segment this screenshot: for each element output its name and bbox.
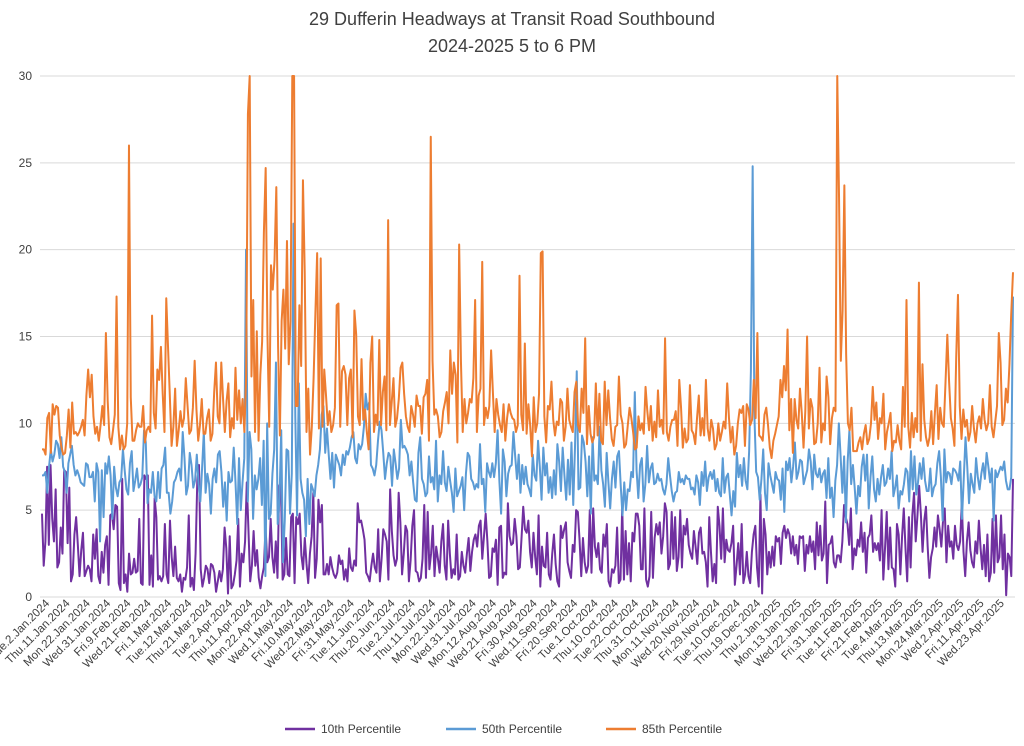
series-line-10th-percentile: [41, 464, 1014, 597]
y-axis-ticks: 0 5 10 15 20 25 30: [19, 69, 33, 604]
x-axis-ticks: Tue.2.Jan.2024Thu.11.Jan.2024Mon.22.Jan.…: [0, 597, 1007, 671]
y-tick-label-10: 10: [19, 416, 33, 430]
chart-subtitle: 2024-2025 5 to 6 PM: [428, 36, 596, 56]
y-tick-label-20: 20: [19, 243, 33, 257]
y-tick-label-5: 5: [25, 503, 32, 517]
series-lines: [41, 75, 1014, 597]
legend-label: 10th Percentile: [321, 722, 401, 736]
y-tick-label-15: 15: [19, 330, 33, 344]
chart-title: 29 Dufferin Headways at Transit Road Sou…: [309, 9, 715, 29]
y-tick-label-30: 30: [19, 69, 33, 83]
legend-label: 50th Percentile: [482, 722, 562, 736]
y-tick-label-0: 0: [25, 590, 32, 604]
y-tick-label-25: 25: [19, 156, 33, 170]
series-line-85th-percentile: [42, 75, 1014, 460]
legend: 10th Percentile 50th Percentile 85th Perce…: [285, 722, 722, 736]
legend-label: 85th Percentile: [642, 722, 722, 736]
